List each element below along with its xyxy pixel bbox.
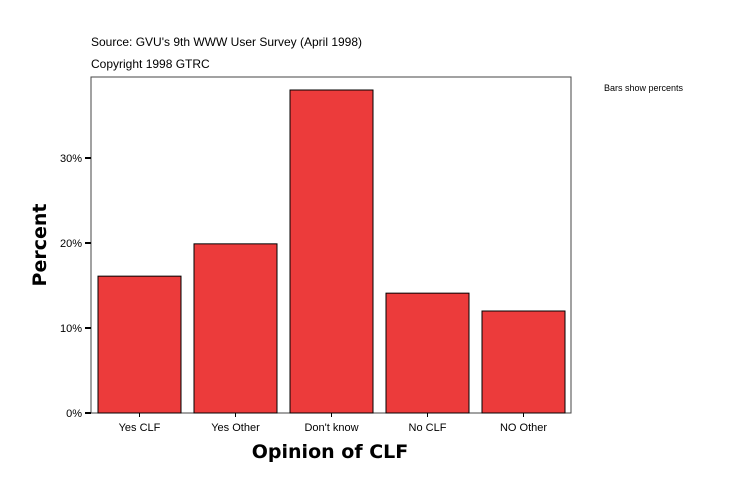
bar [481,310,566,414]
bars-note: Bars show percents [604,83,684,93]
x-tick-label: NO Other [500,422,547,434]
x-tick-label: Don't know [304,422,358,434]
subtitle-source: Source: GVU's 9th WWW User Survey (April… [91,35,362,49]
x-tick-label: No CLF [409,422,447,434]
y-tick-label: 30% [60,153,82,165]
bar [385,292,470,414]
y-tick-label: 10% [60,323,82,335]
y-tick-label: 20% [60,238,82,250]
x-tick-label: Yes CLF [119,422,161,434]
bar [97,275,182,414]
y-tick-label: 0% [66,408,82,420]
x-axis-title: Opinion of CLF [252,441,408,463]
subtitle-copyright: Copyright 1998 GTRC [91,57,210,71]
bar [289,89,374,414]
x-tick-label: Yes Other [211,422,260,434]
y-axis-title: Percent [29,204,51,287]
bar [193,243,278,414]
